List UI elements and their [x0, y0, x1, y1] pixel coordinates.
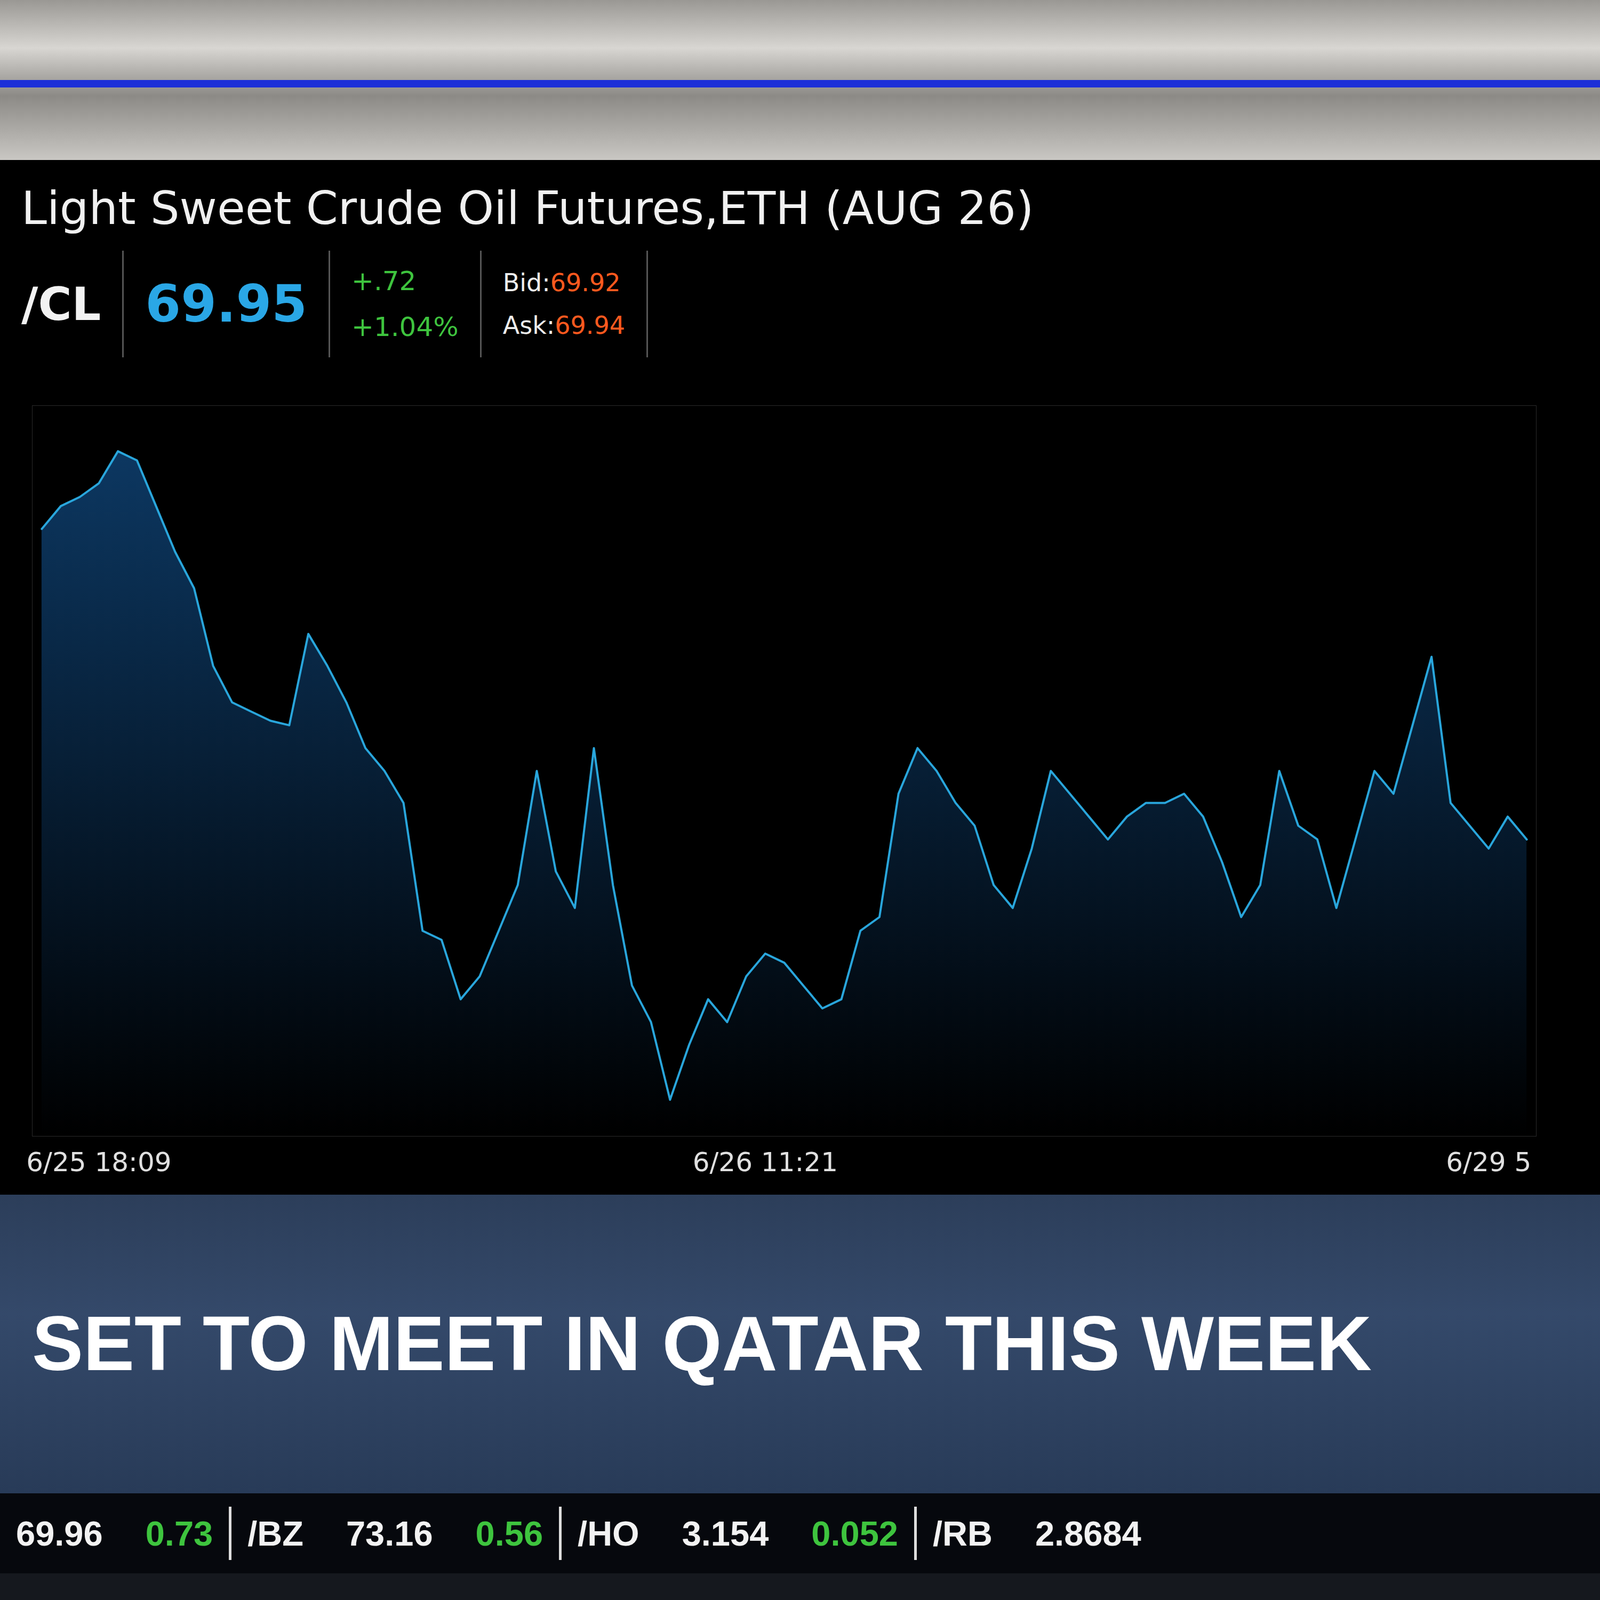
html-text:/HO: /HO [577, 1513, 640, 1553]
html-text:Ask: 69.94: Ask: 69.94 [502, 310, 626, 340]
html-text:/RB: /RB [932, 1513, 993, 1553]
html-text:+.72: +.72 [351, 265, 417, 297]
html-text:69.96: 69.96 [16, 1513, 103, 1553]
html-text:SET TO MEET IN QATAR THIS WEEK: SET TO MEET IN QATAR THIS WEEK [32, 1300, 1372, 1387]
html-text:/CL: /CL [21, 277, 101, 331]
html-text:Light Sweet Crude Oil Futures,: Light Sweet Crude Oil Futures,ETH (AUG 2… [21, 181, 1034, 235]
html-text:/BZ: /BZ [247, 1513, 304, 1553]
html-text:0.052: 0.052 [811, 1513, 899, 1553]
html-text:Bid: 69.92: Bid: 69.92 [502, 268, 621, 298]
svg-text:6/25 18:09: 6/25 18:09 [26, 1146, 172, 1178]
html-text:2.8684: 2.8684 [1035, 1513, 1142, 1553]
svg-text:6/29 5: 6/29 5 [1445, 1146, 1532, 1178]
svg-text:6/26 11:21: 6/26 11:21 [692, 1146, 838, 1178]
html-text:+1.04%: +1.04% [351, 311, 459, 343]
html-text:73.16: 73.16 [346, 1513, 433, 1553]
html-text:3.154: 3.154 [681, 1513, 769, 1553]
html-text:69.95: 69.95 [145, 274, 308, 334]
html-text:0.73: 0.73 [145, 1513, 213, 1553]
html-text:0.56: 0.56 [475, 1513, 543, 1553]
